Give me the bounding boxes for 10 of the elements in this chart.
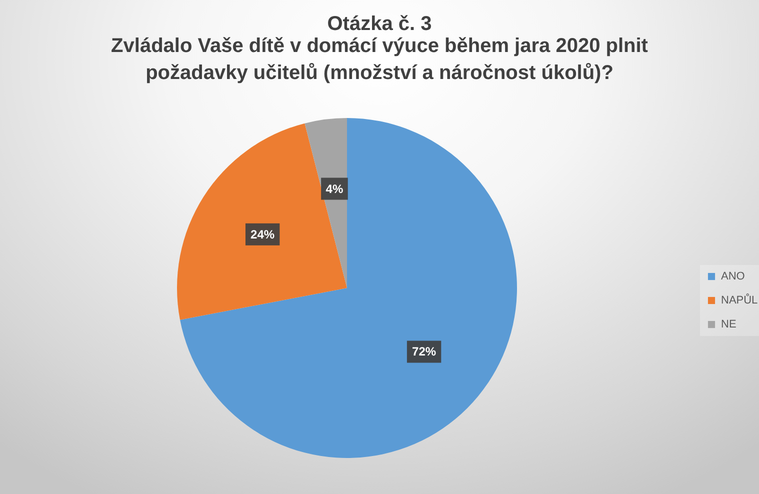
data-label: 24% bbox=[250, 227, 275, 242]
legend-label: ANO bbox=[721, 270, 746, 282]
legend-label: NE bbox=[721, 318, 736, 330]
pie-slice bbox=[177, 123, 347, 320]
chart-subtitle: Zvládalo Vaše dítě v domácí výuce během jara 2020 plnit požadavky učitelů (množství a náročnost úkolů)? bbox=[111, 35, 648, 84]
pie-slice bbox=[180, 118, 517, 458]
data-label: 72% bbox=[412, 344, 436, 359]
chart-title: Otázka č. 3 bbox=[327, 13, 432, 35]
legend-label: NAPŮL bbox=[721, 294, 758, 306]
data-label: 4% bbox=[326, 182, 344, 196]
